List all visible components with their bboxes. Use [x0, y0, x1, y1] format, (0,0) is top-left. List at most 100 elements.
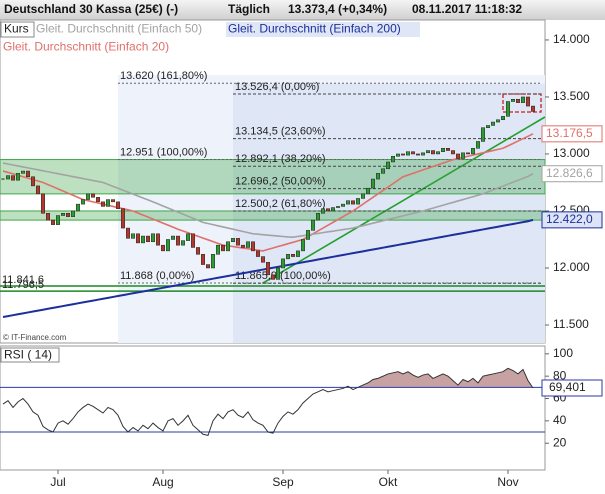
candle	[431, 150, 435, 155]
fib-area-b	[233, 84, 545, 343]
candle	[341, 203, 345, 207]
zone	[0, 210, 546, 221]
candle	[71, 210, 75, 217]
fib-label: 13.620 (161,80%)	[120, 70, 207, 82]
candle	[41, 193, 45, 214]
candle	[151, 233, 155, 243]
fib-label: 11.865,9 (100,00%)	[235, 270, 331, 282]
candle	[181, 240, 185, 246]
candle	[186, 233, 190, 241]
candle	[61, 213, 65, 216]
candle	[21, 170, 25, 174]
candle	[411, 151, 415, 155]
candle	[231, 238, 235, 243]
candle	[301, 239, 305, 252]
candle	[506, 101, 510, 117]
candle	[196, 247, 200, 255]
candle	[51, 219, 55, 225]
moving-average	[2, 162, 534, 238]
candle	[251, 241, 255, 252]
candle	[476, 141, 480, 149]
candle	[501, 116, 505, 121]
candle	[256, 250, 260, 257]
support-label: 11.841,6	[2, 274, 44, 286]
candle	[161, 244, 165, 252]
candle	[471, 148, 475, 155]
candle	[461, 152, 465, 159]
candle	[336, 206, 340, 208]
candle	[491, 121, 495, 126]
legend-item: Gleit. Durchschnitt (Einfach 20)	[3, 40, 169, 54]
y-tick-label: 80	[553, 368, 567, 382]
x-tick-label: Aug	[152, 475, 173, 489]
candle	[391, 155, 395, 163]
y-tick-label: 13.000	[553, 146, 590, 160]
candle	[496, 119, 500, 123]
price-label: 13.176,5	[546, 126, 593, 140]
y-tick-label: 13.500	[553, 89, 590, 103]
candle	[436, 151, 440, 155]
title: Deutschland 30 Kassa (25€) (-)	[4, 2, 178, 16]
x-tick-label: Sep	[272, 475, 294, 489]
candle	[86, 193, 90, 200]
rsi-title-box	[0, 347, 60, 363]
candle	[441, 148, 445, 152]
timestamp: 08.11.2017 11:18:32	[412, 2, 522, 16]
legend-box	[0, 21, 35, 38]
candle	[286, 254, 290, 260]
candle	[136, 233, 140, 244]
candle	[366, 187, 370, 195]
candle	[531, 105, 535, 112]
candle	[511, 98, 515, 102]
candle	[76, 203, 80, 212]
candle	[81, 199, 85, 205]
candle	[446, 148, 450, 151]
candle	[246, 241, 250, 248]
candle	[171, 235, 175, 240]
candle	[156, 233, 160, 246]
candle	[346, 200, 350, 205]
candle	[486, 125, 490, 128]
candle	[146, 235, 150, 243]
fib-label: 12.892,1 (38,20%)	[235, 153, 326, 165]
fib-label: 13.526,4 (0,00%)	[235, 81, 319, 93]
legend-item: Gleit. Durchschnitt (Einfach 200)	[228, 22, 401, 36]
candle	[421, 152, 425, 156]
rsi-line	[2, 367, 534, 436]
legend-box	[226, 22, 420, 37]
price-label-box	[541, 211, 603, 229]
candle	[376, 173, 380, 180]
y-tick-label: 40	[553, 413, 567, 427]
price-label-box	[541, 125, 603, 143]
target-box	[502, 93, 542, 113]
candle	[166, 239, 170, 252]
candle	[271, 274, 275, 280]
candle	[126, 227, 130, 239]
candle	[141, 235, 145, 244]
candle	[261, 256, 265, 263]
candle	[6, 175, 10, 180]
candle	[291, 254, 295, 257]
candle	[386, 161, 390, 170]
legend-item: Kurs	[4, 22, 29, 36]
header-bar	[0, 0, 605, 20]
candle	[31, 176, 35, 187]
candle	[206, 264, 210, 269]
candle	[216, 244, 220, 255]
candle	[191, 233, 195, 248]
candle	[406, 151, 410, 156]
candle	[56, 215, 60, 225]
x-tick-label: Nov	[497, 475, 518, 489]
candle	[316, 213, 320, 221]
support-label: 11.796,5	[2, 279, 44, 291]
candle	[201, 254, 205, 265]
legend-item: Gleit. Durchschnitt (Einfach 50)	[36, 22, 202, 36]
fib-label: 12.500,2 (61,80%)	[235, 198, 326, 210]
candle	[416, 153, 420, 156]
candle	[36, 185, 40, 195]
interval: Täglich	[228, 2, 270, 16]
candle	[466, 152, 470, 155]
candle	[296, 250, 300, 257]
candle	[396, 153, 400, 157]
